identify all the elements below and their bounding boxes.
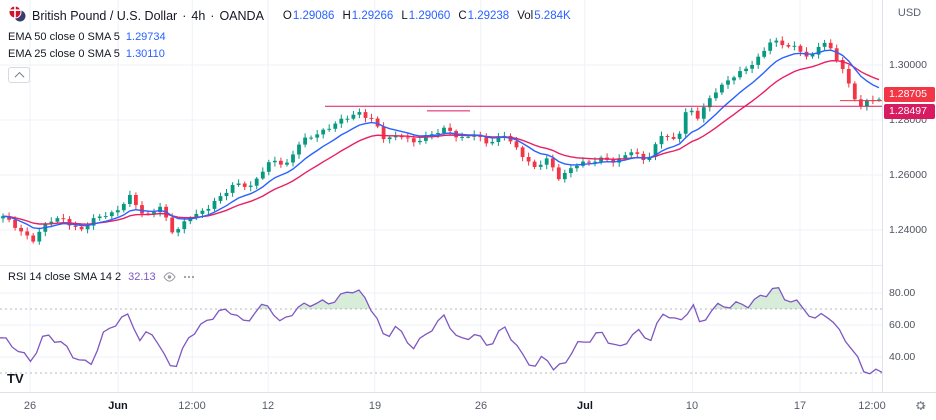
rsi-pane[interactable] [0,266,882,392]
tradingview-logo[interactable]: TV [7,370,33,391]
ohlc-key: H [342,9,351,22]
price-badge: 1.28497 [884,104,935,120]
pane-separator[interactable] [0,265,936,266]
time-label: 26 [23,400,37,412]
time-label: 19 [368,400,382,412]
price-axis[interactable]: USD 1.30000 1.28000 1.26000 1.24000 80.00 60… [882,0,936,392]
main-price-pane[interactable] [0,0,882,266]
rsi-value: 32.13 [128,271,156,283]
rsi-legend-row[interactable]: RSI 14 close SMA 14 2 32.13 [8,271,195,283]
symbol-row[interactable]: British Pound / U.S. Dollar · 4h · OANDA… [8,5,571,26]
price-lines[interactable] [325,100,882,112]
time-label: 12:00 [858,400,886,412]
ema25-value: 1.30110 [125,47,165,60]
ema50-line[interactable] [2,59,880,225]
ohlc-value: 1.29086 [292,9,335,22]
currency-label: USD [897,7,922,19]
ohlc-key: L [401,9,408,22]
ema25-label: EMA 25 close 0 SMA 5 [8,47,120,60]
ohlc-key: C [458,9,467,22]
rsi-line[interactable] [0,286,882,375]
rsi-label: RSI 14 close SMA 14 2 [8,271,122,283]
ema50-label: EMA 50 close 0 SMA 5 [8,30,120,43]
time-label: Jul [577,400,593,412]
indicator-row-ema50[interactable]: EMA 50 close 0 SMA 5 1.29734 [8,30,571,43]
volume-value: 5.284K [534,9,571,22]
time-label: Jun [108,400,128,412]
chart-legend: British Pound / U.S. Dollar · 4h · OANDA… [8,5,571,83]
ohlc-key: O [282,9,292,22]
rsi-tick-label: 40.00 [889,351,916,363]
ohlc-value: 1.29060 [408,9,451,22]
ohlc-values: O1.29086 H1.29266 L1.29060 C1.29238 Vol5.284… [283,10,571,22]
symbol-title: British Pound / U.S. Dollar [32,8,178,23]
chevron-up-icon [14,71,24,82]
gear-icon[interactable] [914,399,927,417]
ema25-line[interactable] [2,49,880,230]
svg-text:TV: TV [7,371,24,386]
separator-dot: · [182,8,187,23]
more-options-icon[interactable] [183,272,195,282]
price-badge: 1.28705 [884,87,935,103]
interval-label[interactable]: 4h [191,8,206,23]
rsi-tick-label: 80.00 [889,287,916,299]
time-label: 12:00 [178,400,206,412]
time-label: 10 [685,400,699,412]
time-label: 12 [261,400,275,412]
time-label: 17 [793,400,807,412]
price-tick-label: 1.30000 [889,59,927,71]
ohlc-value: 1.29266 [351,9,394,22]
collapse-legend-button[interactable] [8,67,30,83]
ohlc-value: 1.29238 [467,9,510,22]
indicator-row-ema25[interactable]: EMA 25 close 0 SMA 5 1.30110 [8,47,571,60]
eye-icon[interactable] [163,272,176,282]
time-label: 26 [474,400,488,412]
ema50-value: 1.29734 [125,30,166,43]
time-axis[interactable]: 26 Jun 12:00 12 19 26 Jul 10 17 12:00 [0,392,936,420]
exchange-label: OANDA [219,8,264,23]
price-tick-label: 1.26000 [889,169,927,181]
volume-key: Vol [517,9,534,22]
rsi-tick-label: 60.00 [889,319,916,331]
separator-dot: · [210,8,215,23]
symbol-pair-icon [8,5,27,26]
price-tick-label: 1.24000 [889,224,927,236]
